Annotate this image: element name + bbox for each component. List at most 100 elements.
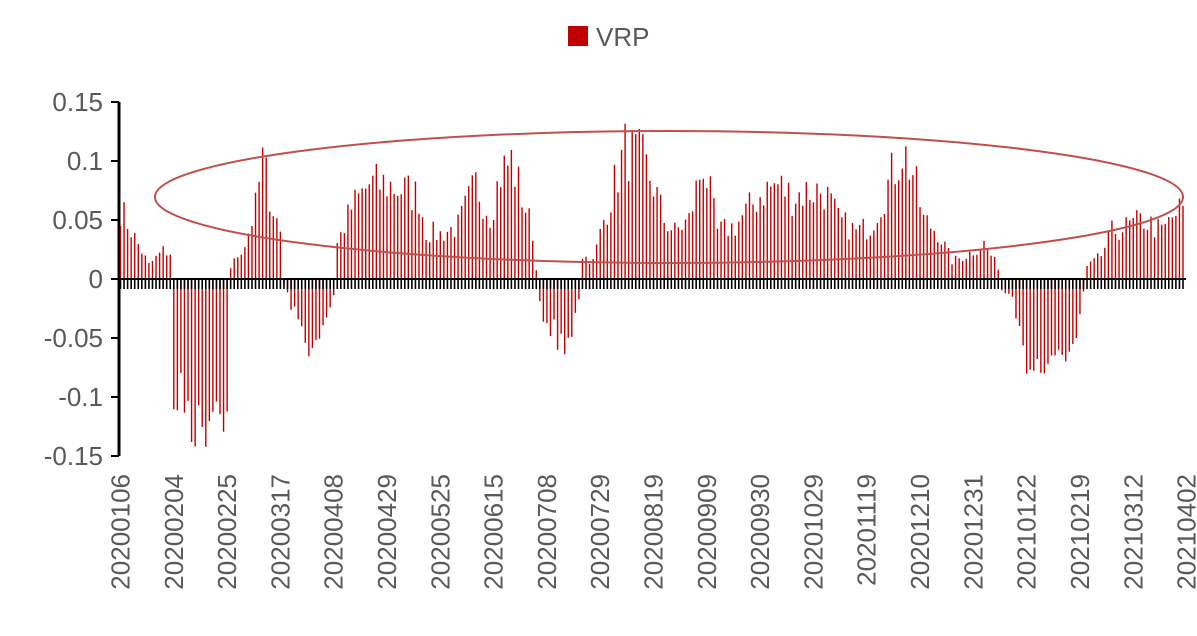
bar	[574, 279, 577, 313]
bar	[759, 197, 761, 279]
bar	[240, 254, 243, 279]
bar	[1054, 279, 1056, 356]
bar	[898, 180, 900, 279]
bar	[716, 228, 719, 279]
legend: VRP	[568, 22, 649, 52]
bar	[553, 279, 555, 320]
y-tick-label: -0.15	[44, 441, 103, 471]
bar	[208, 279, 211, 422]
bar	[1015, 279, 1017, 319]
bar	[606, 224, 609, 279]
bar	[475, 172, 477, 279]
bar	[1114, 234, 1117, 279]
bar	[663, 223, 665, 279]
bar	[652, 196, 655, 279]
bar	[276, 218, 278, 279]
bar	[1050, 279, 1053, 356]
bar	[649, 180, 651, 279]
bar	[524, 212, 527, 279]
bar	[1075, 279, 1078, 338]
bar	[961, 261, 964, 279]
bar	[134, 232, 136, 279]
bar	[500, 187, 502, 279]
bar	[599, 228, 601, 279]
bar	[222, 279, 225, 432]
bar	[880, 217, 882, 279]
bar	[791, 215, 793, 279]
bar	[123, 202, 125, 279]
bar	[1057, 279, 1060, 350]
bar	[834, 198, 836, 279]
bar	[844, 212, 847, 279]
bar	[194, 279, 196, 447]
bar	[119, 225, 122, 279]
bar	[219, 279, 221, 415]
bar	[290, 279, 292, 310]
bar	[1153, 237, 1156, 279]
bar	[585, 256, 587, 279]
bar	[770, 186, 772, 279]
bar	[1033, 279, 1035, 371]
bar	[130, 237, 132, 279]
x-tick-label: 20200106	[106, 474, 136, 590]
bar	[1025, 279, 1028, 374]
bar	[624, 123, 626, 279]
bar	[787, 182, 790, 279]
bar	[258, 181, 260, 279]
bar	[947, 247, 950, 279]
bar	[514, 186, 516, 279]
bar	[823, 209, 825, 279]
bar	[507, 165, 509, 279]
bar	[681, 229, 683, 279]
x-tick-label: 20201231	[958, 474, 988, 590]
bar	[890, 152, 893, 279]
bar	[802, 205, 804, 279]
x-axis-tick-labels: 20200106 20200204 20200225 20200317 20200408…	[106, 474, 1197, 590]
bar	[588, 263, 591, 279]
bar	[887, 179, 889, 279]
bar	[279, 231, 282, 279]
bar	[428, 242, 431, 279]
bar	[180, 279, 182, 373]
bar	[1061, 279, 1063, 355]
bar	[1150, 216, 1152, 279]
bar	[915, 166, 918, 279]
y-tick-label: 0.15	[52, 87, 103, 117]
bar	[997, 269, 999, 279]
bar	[343, 232, 346, 279]
bar	[986, 248, 989, 279]
bar	[773, 183, 776, 279]
bar	[510, 149, 513, 279]
bar	[894, 184, 896, 279]
bar	[396, 195, 399, 279]
bar	[983, 241, 985, 279]
bar	[809, 199, 811, 279]
bar	[489, 227, 491, 279]
bar	[976, 254, 978, 279]
bar	[816, 183, 818, 279]
bar	[731, 223, 733, 279]
bar	[702, 178, 704, 279]
bar	[571, 279, 573, 337]
bar	[496, 181, 498, 279]
bar	[780, 175, 783, 279]
bar	[528, 208, 530, 279]
x-tick-label: 20200819	[639, 474, 669, 590]
bar	[368, 184, 370, 279]
bar	[421, 217, 424, 279]
bar	[226, 279, 228, 412]
bar	[492, 219, 495, 279]
bar	[1065, 279, 1067, 362]
bar	[1160, 224, 1163, 279]
bar	[1139, 213, 1142, 279]
bar	[581, 258, 584, 279]
bar	[336, 243, 338, 279]
bar	[1111, 220, 1113, 279]
bar	[656, 186, 658, 279]
bar	[919, 207, 921, 279]
bar	[251, 226, 253, 279]
bar	[517, 166, 520, 279]
bar	[706, 188, 708, 279]
bar	[1125, 217, 1127, 279]
